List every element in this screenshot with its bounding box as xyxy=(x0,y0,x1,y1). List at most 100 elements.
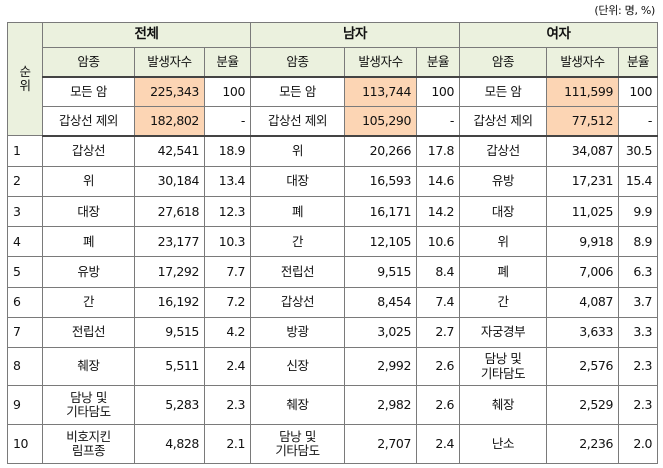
share-cell: 2.3 xyxy=(203,385,252,426)
share-cell: 2.4 xyxy=(416,424,461,464)
cancer-type-cell: 대장 xyxy=(459,196,548,228)
count-cell: 11,025 xyxy=(546,196,620,228)
group-header-male: 남자 xyxy=(250,22,461,48)
table-row: 5 유방 17,292 7.7 전립선 9,515 8.4 폐 7,006 6.3 xyxy=(7,256,659,288)
count-cell: 2,576 xyxy=(546,346,620,387)
count-cell: 30,184 xyxy=(134,166,205,198)
cancer-type-cell: 폐 xyxy=(250,196,346,228)
count-cell: 17,292 xyxy=(134,256,205,288)
cancer-type-cell: 담낭 및 기타담도 xyxy=(250,424,346,464)
cancer-incidence-table: 순 위 전체 남자 여자 암종 발생자수 분율 암종 발생자수 분율 암종 발생… xyxy=(7,21,659,464)
share-cell: 8.9 xyxy=(618,226,659,258)
cancer-type-cell: 갑상선 xyxy=(42,135,135,168)
share-cell: - xyxy=(618,105,659,137)
share-cell: 8.4 xyxy=(416,256,461,288)
count-cell: 2,529 xyxy=(546,385,620,426)
share-cell: 100 xyxy=(203,76,252,107)
share-cell: 2.3 xyxy=(618,346,659,387)
share-cell: - xyxy=(416,105,461,137)
share-cell: 2.6 xyxy=(416,385,461,426)
share-cell: 100 xyxy=(618,76,659,107)
count-cell: 16,192 xyxy=(134,286,205,318)
count-cell: 9,515 xyxy=(134,316,205,348)
rank-cell: 8 xyxy=(7,346,43,387)
rank-cell: 5 xyxy=(7,256,43,288)
cancer-type-cell: 비호지킨 림프종 xyxy=(42,424,135,464)
rank-cell: 2 xyxy=(7,166,43,198)
count-cell: 9,515 xyxy=(344,256,418,288)
cancer-type-cell: 자궁경부 xyxy=(459,316,548,348)
group-header-female: 여자 xyxy=(459,22,659,48)
table-row: 2 위 30,184 13.4 대장 16,593 14.6 유방 17,231 15.4 xyxy=(7,166,659,198)
summary-row: 모든 암 225,343 100 모든 암 113,744 100 모든 암 111,599 1… xyxy=(8,76,659,107)
cancer-type-cell: 췌장 xyxy=(459,385,548,426)
rank-cell: 1 xyxy=(7,135,43,168)
rank-cell: 9 xyxy=(7,385,43,426)
cancer-type-cell: 위 xyxy=(250,135,346,168)
cancer-type-cell: 담낭 및 기타담도 xyxy=(42,385,135,426)
cancer-type-cell: 유방 xyxy=(459,166,548,198)
cancer-type-cell: 신장 xyxy=(250,346,346,387)
share-cell: 3.7 xyxy=(618,286,659,318)
cancer-type-cell: 모든 암 xyxy=(42,76,135,107)
share-cell: 17.8 xyxy=(416,135,461,168)
cancer-type-cell: 췌장 xyxy=(42,346,135,387)
cancer-type-cell: 전립선 xyxy=(42,316,135,348)
count-cell: 16,593 xyxy=(344,166,418,198)
table-row: 1 갑상선 42,541 18.9 위 20,266 17.8 갑상선 34,087 30.5 xyxy=(7,135,659,168)
count-cell: 42,541 xyxy=(134,135,205,168)
rank-header: 순 위 xyxy=(7,21,43,137)
count-cell: 7,006 xyxy=(546,256,620,288)
share-cell: 2.1 xyxy=(203,424,252,464)
summary-row: 갑상선 제외 182,802- 갑상선 제외 105,290- 갑상선 제외 77,512… xyxy=(8,105,659,137)
cancer-type-cell: 모든 암 xyxy=(250,76,346,107)
count-cell: 105,290 xyxy=(344,105,418,137)
cancer-type-cell: 갑상선 제외 xyxy=(250,105,346,137)
share-cell: 2.7 xyxy=(416,316,461,348)
col-header-cancer-type: 암종 xyxy=(250,46,346,78)
rank-cell: 3 xyxy=(7,196,43,228)
header-column-row: 암종 발생자수 분율 암종 발생자수 분율 암종 발생자수 분율 xyxy=(8,46,659,78)
rank-cell: 6 xyxy=(7,286,43,318)
share-cell: 10.6 xyxy=(416,226,461,258)
cancer-type-cell: 갑상선 제외 xyxy=(459,105,548,137)
cancer-type-cell: 갑상선 제외 xyxy=(42,105,135,137)
count-cell: 3,025 xyxy=(344,316,418,348)
count-cell: 5,283 xyxy=(134,385,205,426)
share-cell: 2.3 xyxy=(618,385,659,426)
count-cell: 225,343 xyxy=(134,76,205,107)
cancer-type-cell: 위 xyxy=(42,166,135,198)
count-cell: 113,744 xyxy=(344,76,418,107)
cancer-type-cell: 대장 xyxy=(42,196,135,228)
cancer-type-cell: 폐 xyxy=(42,226,135,258)
count-cell: 16,171 xyxy=(344,196,418,228)
col-header-share: 분율 xyxy=(203,46,252,78)
col-header-cancer-type: 암종 xyxy=(459,46,548,78)
table-row: 6 간 16,192 7.2 갑상선 8,454 7.4 간 4,087 3.7 xyxy=(7,286,659,318)
cancer-type-cell: 간 xyxy=(250,226,346,258)
count-cell: 5,511 xyxy=(134,346,205,387)
count-cell: 17,231 xyxy=(546,166,620,198)
rank-cell: 10 xyxy=(7,424,43,464)
share-cell: - xyxy=(203,105,252,137)
share-cell: 2.6 xyxy=(416,346,461,387)
share-cell: 9.9 xyxy=(618,196,659,228)
share-cell: 15.4 xyxy=(618,166,659,198)
count-cell: 77,512 xyxy=(546,105,620,137)
col-header-count: 발생자수 xyxy=(134,46,205,78)
share-cell: 13.4 xyxy=(203,166,252,198)
share-cell: 4.2 xyxy=(203,316,252,348)
count-cell: 2,992 xyxy=(344,346,418,387)
cancer-type-cell: 췌장 xyxy=(250,385,346,426)
rank-cell: 7 xyxy=(7,316,43,348)
col-header-share: 분율 xyxy=(618,46,659,78)
unit-note: (단위: 명, %) xyxy=(594,4,655,17)
cancer-type-cell: 갑상선 xyxy=(250,286,346,318)
rank-cell: 4 xyxy=(7,226,43,258)
cancer-type-cell: 유방 xyxy=(42,256,135,288)
cancer-type-cell: 갑상선 xyxy=(459,135,548,168)
share-cell: 14.6 xyxy=(416,166,461,198)
share-cell: 7.7 xyxy=(203,256,252,288)
table-row: 4 폐 23,177 10.3 간 12,105 10.6 위 9,918 8.9 xyxy=(7,226,659,258)
share-cell: 3.3 xyxy=(618,316,659,348)
